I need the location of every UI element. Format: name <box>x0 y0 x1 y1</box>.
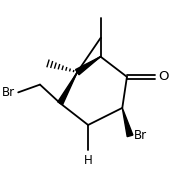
Polygon shape <box>122 108 133 137</box>
Text: H: H <box>84 154 92 167</box>
Text: O: O <box>158 69 169 83</box>
Polygon shape <box>76 57 100 75</box>
Text: Br: Br <box>2 86 15 99</box>
Polygon shape <box>58 72 77 105</box>
Text: Br: Br <box>134 129 147 142</box>
